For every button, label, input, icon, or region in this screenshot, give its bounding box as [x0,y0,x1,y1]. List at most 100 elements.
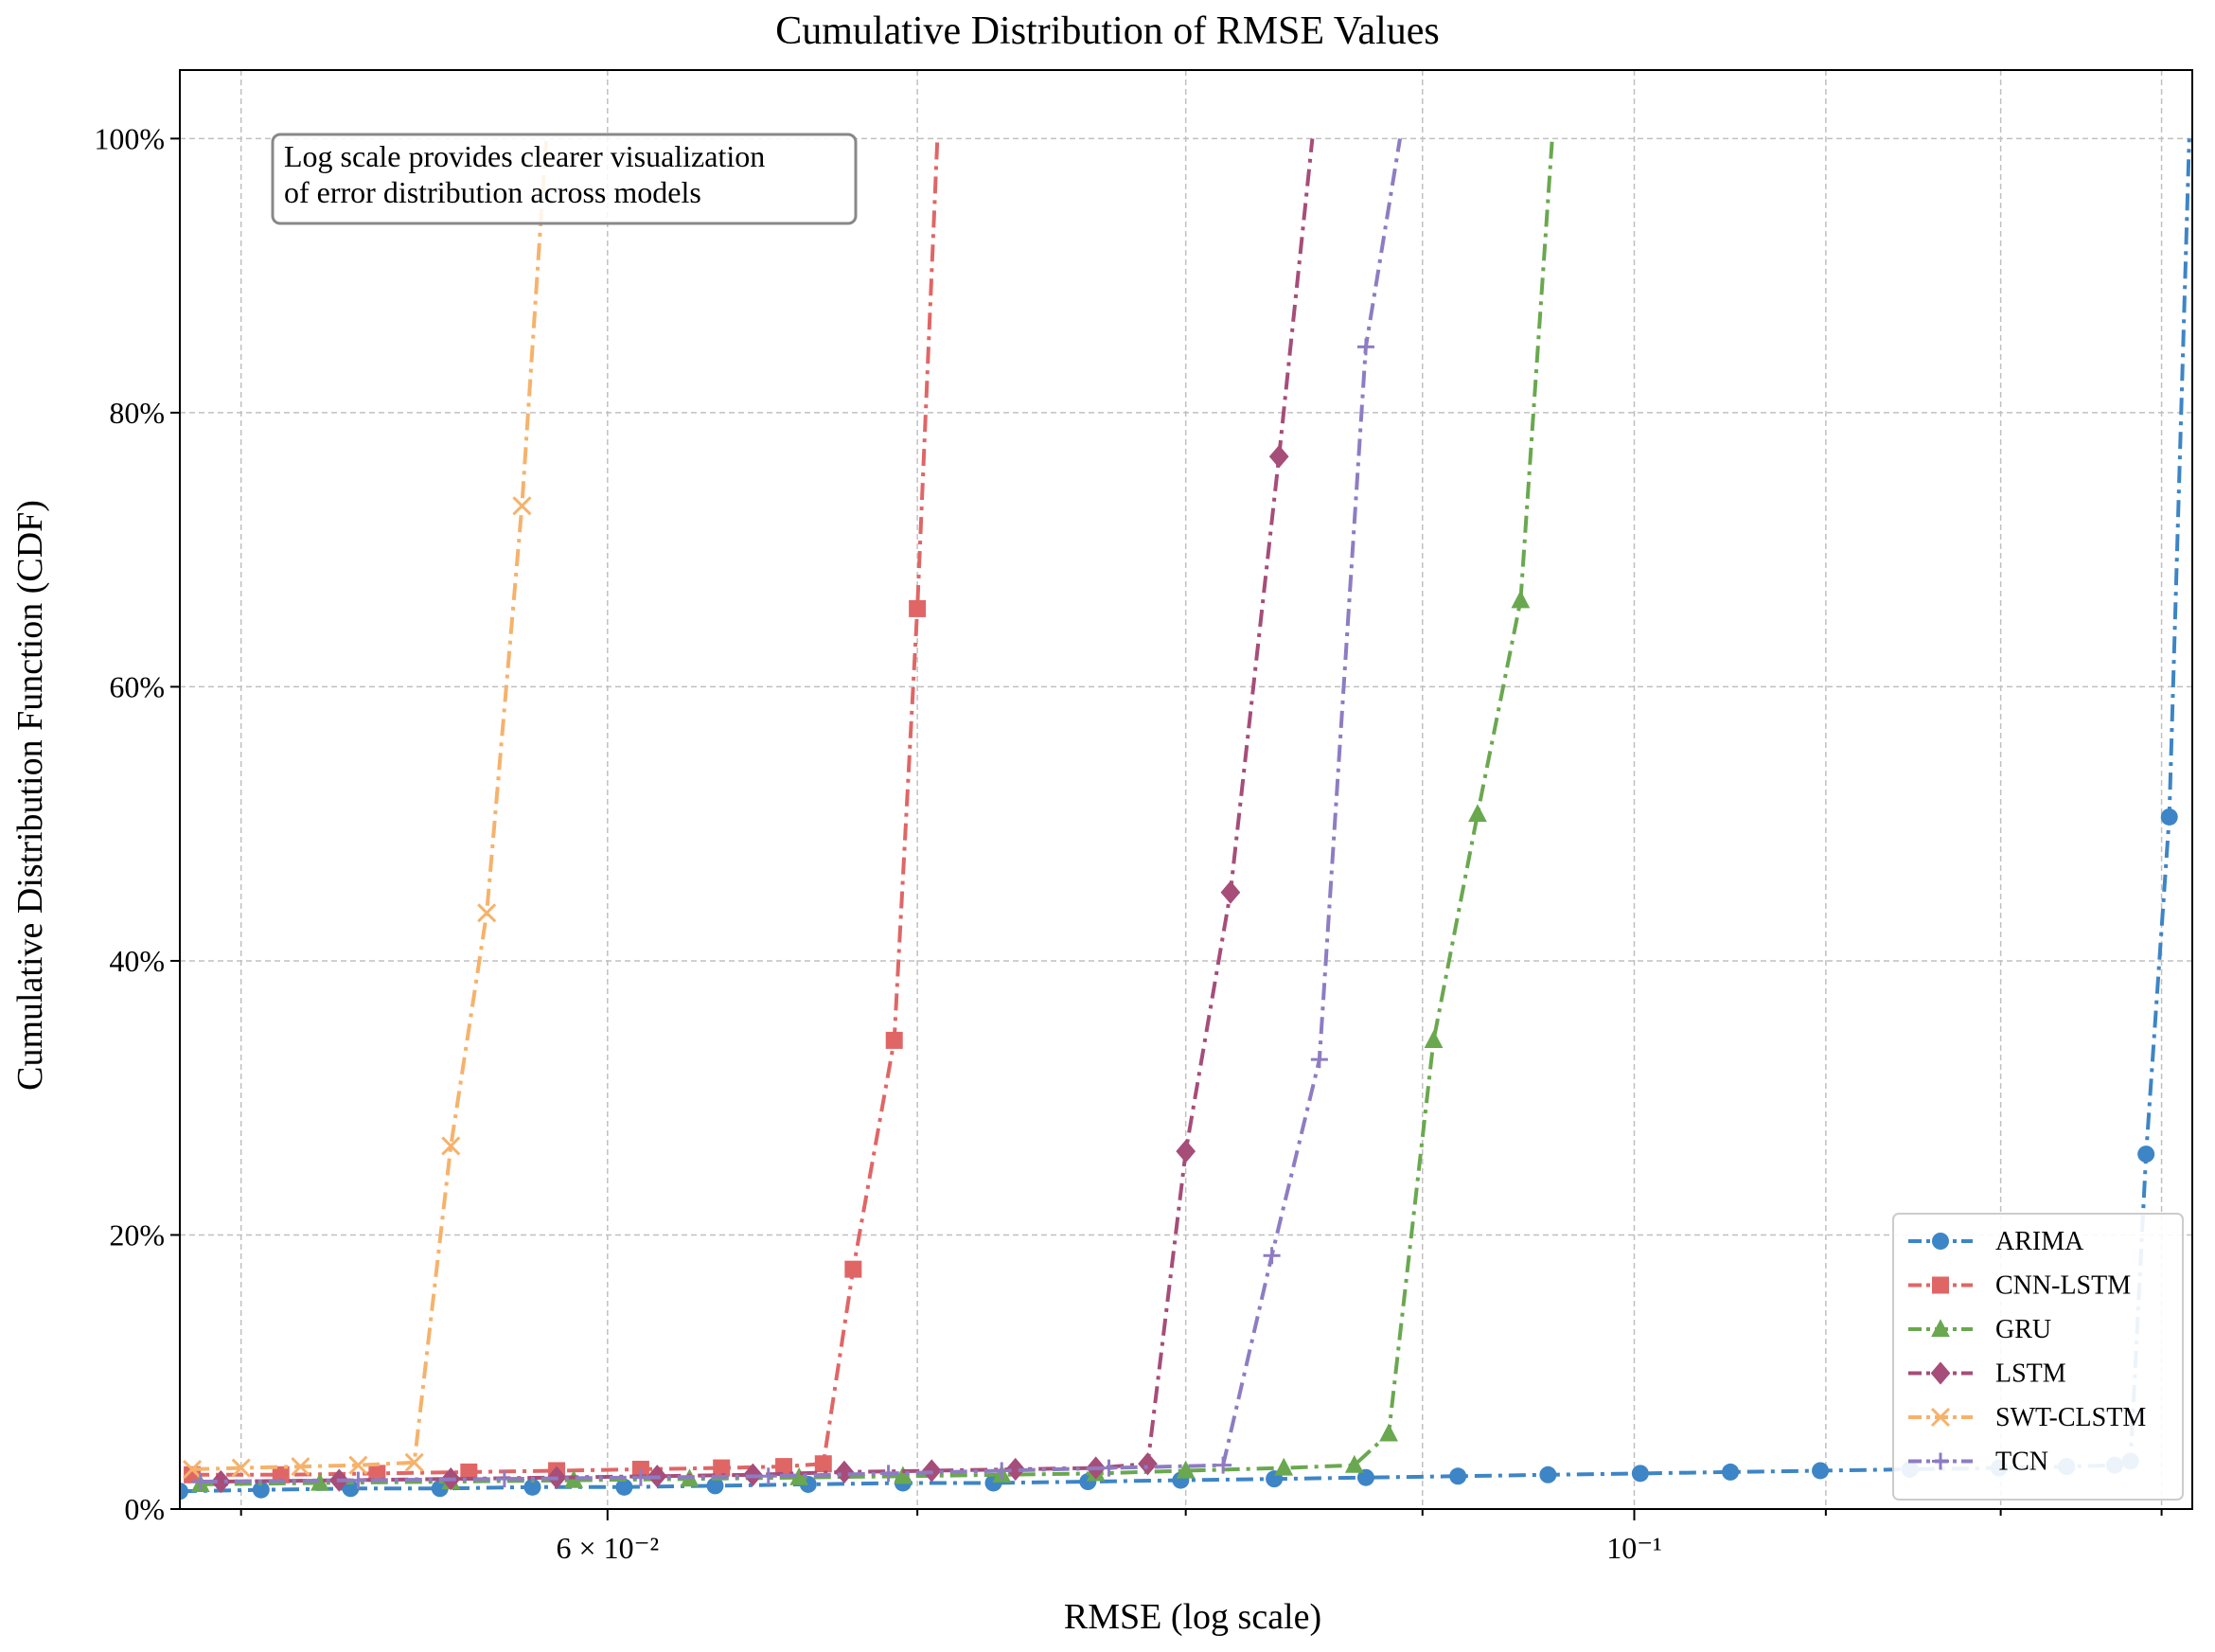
data-point [349,1471,367,1489]
legend-label: TCN [1995,1448,2048,1477]
data-point [1511,590,1531,609]
ticks-layer: 0% 20% 40% 60% 80% 100% 6 × 10⁻² 10⁻¹ [94,121,2163,1565]
data-point [404,1452,424,1472]
grid-layer [180,70,2192,1510]
series-line [180,138,2191,1494]
data-point [834,1460,855,1484]
data-point [844,1260,862,1278]
annotation-box: Log scale provides clearer visualization… [271,133,858,225]
data-point [523,1478,541,1496]
legend-marker [1930,1361,1951,1385]
annotation-line: Log scale provides clearer visualization [284,139,765,173]
y-tick-label: 60% [109,669,165,703]
data-point [775,1458,793,1476]
data-point [495,1470,513,1488]
legend-item: ARIMA [1908,1227,2084,1256]
data-point [2160,808,2178,826]
data-point [1176,1460,1196,1479]
data-point [1539,1465,1557,1483]
legend-item: TCN [1908,1448,2048,1477]
data-point [814,1455,832,1473]
chart-title: Cumulative Distribution of RMSE Values [775,9,1440,53]
data-point [879,1465,897,1483]
legend-marker [1932,1452,1949,1470]
series-line [200,138,1554,1486]
data-point [1379,1423,1398,1442]
data-point [183,1459,203,1480]
legend-item: LSTM [1908,1359,2066,1389]
data-point [210,1469,231,1494]
series-tcn [191,138,1402,1491]
data-point [993,1462,1011,1480]
data-point [1005,1457,1026,1482]
series-line [221,138,1315,1483]
series-line [200,138,1402,1483]
data-point [441,1136,461,1156]
data-point [1722,1463,1740,1481]
data-point [1449,1467,1467,1485]
data-point [1263,1247,1281,1265]
y-tick-label: 80% [109,396,165,430]
y-axis-label: Cumulative Distribution Function (CDF) [10,500,50,1091]
data-point [1468,804,1487,823]
data-point [885,1031,903,1049]
legend-label: GRU [1995,1315,2051,1344]
data-point [1220,880,1241,904]
data-point [252,1481,270,1499]
data-point [1100,1459,1118,1477]
legend-label: SWT-CLSTM [1995,1403,2146,1432]
data-point [1138,1452,1158,1476]
data-point [191,1473,209,1491]
series-layer [180,138,2191,1501]
x-tick-label: 10⁻¹ [1606,1531,1661,1565]
legend-label: CNN-LSTM [1995,1271,2131,1301]
data-point [368,1465,386,1483]
data-point [909,599,927,617]
data-point [894,1465,913,1484]
annotation-line: of error distribution across models [284,175,701,209]
data-point [1274,1457,1294,1476]
data-point [615,1478,633,1496]
annotation-text: Log scale provides clearer visualization… [284,139,765,209]
legend-label: LSTM [1995,1359,2066,1389]
x-axis-label: RMSE (log scale) [1064,1597,1321,1637]
legend-item: CNN-LSTM [1908,1271,2131,1301]
series-lstm [210,138,1315,1494]
legend-marker [1932,1276,1949,1294]
legend-item: GRU [1908,1315,2051,1344]
data-point [1268,445,1289,469]
legend-marker [1932,1233,1949,1250]
series-swt-clstm [183,138,549,1480]
data-point [1812,1462,1830,1480]
data-point [291,1457,310,1477]
data-point [460,1463,478,1481]
data-point [1214,1456,1232,1474]
y-tick-label: 0% [124,1492,165,1526]
legend-item: SWT-CLSTM [1908,1403,2146,1432]
data-point [180,1483,188,1501]
data-point [1356,1468,1374,1486]
data-point [706,1477,724,1495]
y-tick-label: 40% [109,944,165,978]
data-point [2137,1146,2155,1164]
data-point [348,1455,368,1475]
legend-marker [1930,1407,1951,1428]
legend-marker [1931,1319,1950,1338]
series-arima [180,138,2191,1501]
data-point [1356,338,1374,356]
legend-label: ARIMA [1995,1227,2084,1256]
data-point [1424,1030,1444,1049]
data-point [231,1458,251,1478]
data-point [1310,1051,1328,1069]
series-line [192,138,940,1477]
series-cnn-lstm [184,138,940,1483]
legend: ARIMA CNN-LSTM GRU LSTM SWT-CLSTM TCN [1892,1213,2184,1501]
data-point [631,1468,649,1486]
data-point [1631,1465,1649,1483]
y-tick-label: 20% [109,1217,165,1252]
data-point [1344,1454,1364,1473]
data-point [789,1466,809,1485]
data-point [713,1459,731,1477]
